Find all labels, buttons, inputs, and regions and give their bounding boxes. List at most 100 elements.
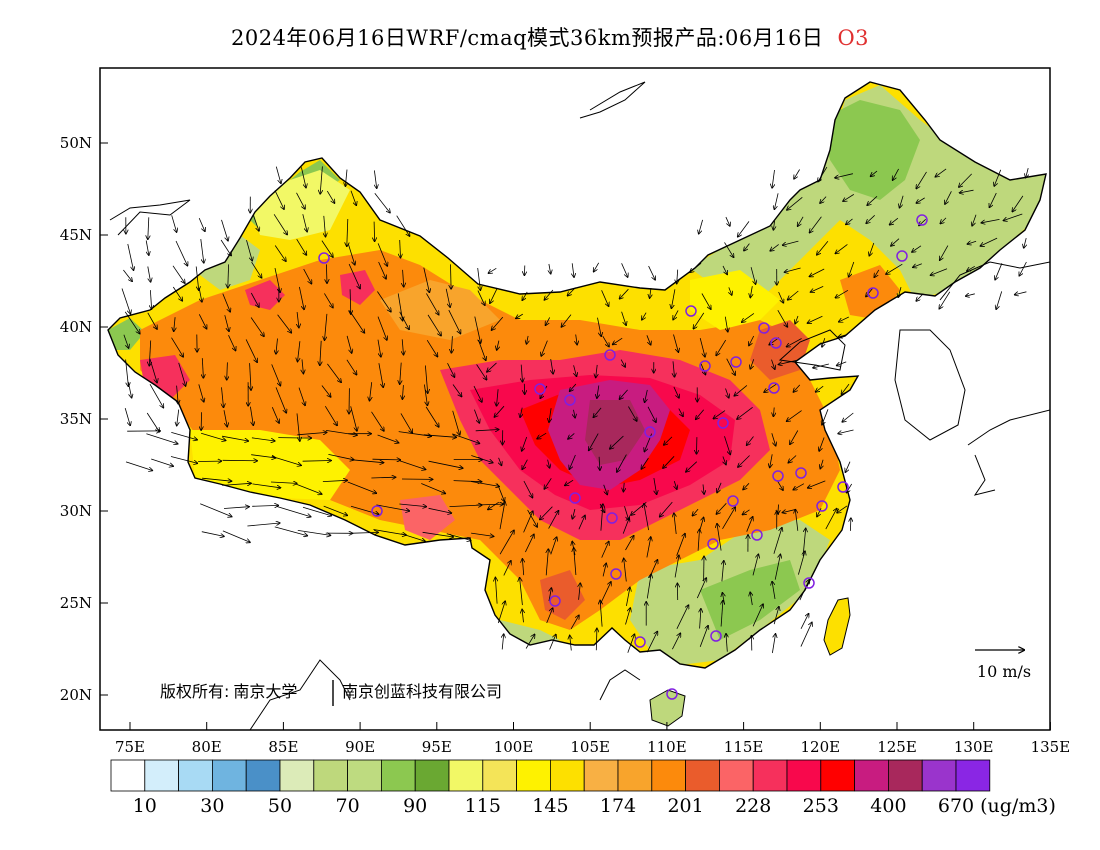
wind-reference-label: 10 m/s [977,662,1031,681]
wind-arrow [646,537,651,558]
colorbar-label: 400 [870,795,906,817]
wind-arrow [400,413,412,432]
wind-arrow [148,217,149,239]
wind-arrow [497,483,504,502]
wind-arrow [423,434,457,438]
wind-arrow [222,530,250,542]
wind-arrow [1019,261,1027,276]
wind-arrow [520,407,522,418]
wind-arrow [817,508,822,516]
wind-arrow [200,503,232,517]
wind-arrow [785,267,801,272]
wind-arrow [602,335,609,346]
station-marker [569,492,581,504]
colorbar-swatch [820,759,855,792]
wind-arrow [497,601,505,624]
wind-arrow [734,385,748,395]
wind-arrow [222,293,230,312]
wind-arrow [320,340,321,366]
wind-arrow [570,615,579,630]
wind-arrow [373,529,406,536]
wind-arrow [793,384,801,392]
wind-arrow [325,313,328,340]
wind-arrow [749,335,755,346]
wind-arrow [400,362,402,385]
lon-tick-label: 135E [1031,738,1071,756]
wind-arrow [773,528,782,554]
wind-arrow [810,268,825,277]
wind-arrow [738,455,750,468]
wind-arrow [641,457,649,469]
colorbar-label: 30 [200,795,224,817]
monitoring-stations [318,214,928,700]
wind-arrow [771,433,776,446]
wind-arrow [841,383,850,394]
wind-arrow [619,389,628,399]
wind-arrow [537,432,547,439]
wind-arrow [779,359,798,364]
wind-arrow [477,290,485,306]
lon-tick-label: 120E [801,738,841,756]
wind-arrow [271,364,281,385]
wind-arrow [776,480,783,490]
wind-arrow [671,289,676,308]
title-text: 2024年06月16日WRF/cmaq模式36km预报产品:06月16日 [230,26,824,50]
wind-arrow [673,334,679,353]
wind-arrow [224,315,229,331]
wind-arrow [699,219,703,234]
wind-arrow [202,358,203,378]
wind-arrow [912,245,922,252]
colorbar-label: 50 [268,795,292,817]
wind-arrow [676,605,689,629]
wind-arrow [474,316,481,343]
wind-arrow [222,483,251,485]
wind-arrow [195,266,199,291]
wind-arrow [644,504,649,531]
wind-arrow [274,190,284,209]
wind-arrow [452,410,460,435]
colorbar [110,759,991,792]
lat-tick-label: 25N [60,594,92,612]
wind-arrow [617,454,627,472]
colorbar-label: 70 [336,795,360,817]
latitude-axis: 50N 45N 40N 35N 30N 25N 20N [60,134,108,704]
wind-arrow [296,192,306,209]
wind-arrow [477,267,481,290]
wind-arrow [703,484,704,494]
wind-arrow [378,363,383,387]
wind-arrow [278,438,311,439]
wind-arrow [522,291,528,300]
wind-arrow [252,214,259,231]
wind-arrow [523,480,533,498]
wind-arrow [525,634,535,649]
wind-arrow [699,518,704,530]
wind-arrow [599,456,600,470]
wind-arrow [723,456,726,465]
wind-arrow [959,173,972,187]
wind-arrow [717,524,722,551]
wind-arrow [250,292,259,307]
wind-arrow [452,433,479,444]
wind-arrow [125,461,152,471]
wind-arrow [799,580,809,601]
wind-arrow [846,218,853,225]
wind-arrow [428,507,452,513]
wind-arrow [428,460,463,468]
colorbar-labels: 10 30 50 70 90 115 145 174 201 228 253 400 670 [133,795,974,817]
lon-tick-label: 90E [345,738,375,756]
wind-arrow [746,517,753,532]
wind-arrow [568,287,576,296]
wind-arrow [726,634,727,652]
wind-arrow [994,169,1002,186]
wind-arrow [171,432,197,439]
wind-arrow [177,409,179,426]
wind-arrow [916,171,927,189]
wind-arrow [890,217,899,225]
wind-arrow [423,267,430,293]
wind-arrow [125,359,129,387]
colorbar-swatch [921,759,957,792]
wind-arrow [722,561,724,582]
wind-arrow [198,314,206,328]
wind-arrow [425,365,427,394]
wind-arrow [202,477,231,481]
